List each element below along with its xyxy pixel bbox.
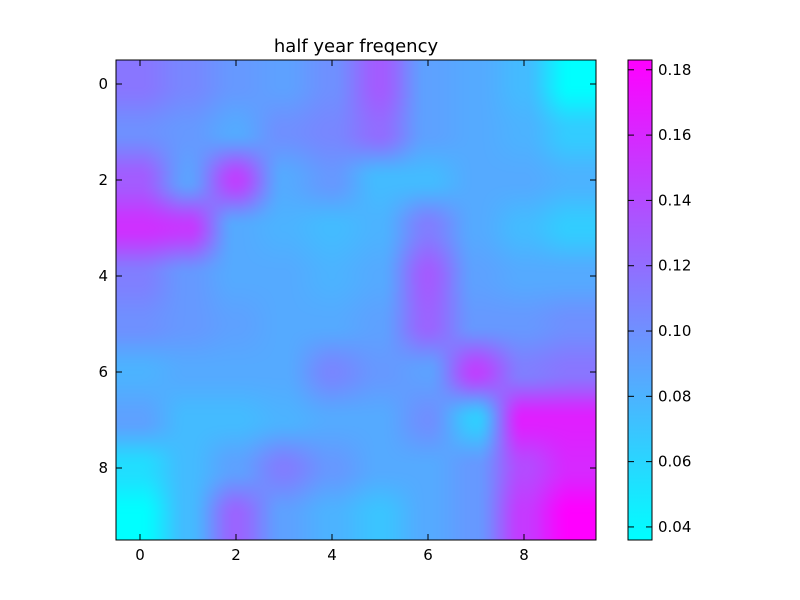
x-tick-label: 2 [231, 546, 241, 564]
x-tick-label: 4 [327, 546, 337, 564]
colorbar-tick-label: 0.18 [658, 61, 691, 79]
colorbar-tick-label: 0.10 [658, 322, 691, 340]
chart-title: half year freqency [274, 36, 439, 57]
colorbar-frame [627, 59, 653, 541]
heatmap-image [116, 60, 596, 540]
y-axis-ticks: 0 2 4 6 8 [98, 75, 596, 477]
x-axis-ticks: 0 2 4 6 8 [135, 60, 529, 564]
y-tick-label: 6 [98, 363, 108, 381]
x-tick-label: 6 [423, 546, 433, 564]
y-tick-label: 4 [98, 267, 108, 285]
colorbar-gradient [628, 60, 652, 540]
y-tick-label: 8 [98, 459, 108, 477]
colorbar-tick-label: 0.06 [658, 453, 691, 471]
colorbar-tick-label: 0.12 [658, 257, 691, 275]
colorbar: 0.04 0.06 0.08 0.10 0.12 0.14 0.16 0.18 [627, 59, 691, 541]
colorbar-tick-label: 0.16 [658, 126, 691, 144]
x-tick-label: 0 [135, 546, 145, 564]
colorbar-tick-label: 0.08 [658, 387, 691, 405]
colorbar-tick-label: 0.04 [658, 518, 691, 536]
colorbar-ticks: 0.04 0.06 0.08 0.10 0.12 0.14 0.16 0.18 [628, 61, 691, 536]
plot-frame [115, 59, 597, 541]
colorbar-tick-label: 0.14 [658, 191, 691, 209]
x-tick-label: 8 [519, 546, 529, 564]
y-tick-label: 0 [98, 75, 108, 93]
y-tick-label: 2 [98, 171, 108, 189]
heatmap-plot-area [115, 59, 597, 541]
